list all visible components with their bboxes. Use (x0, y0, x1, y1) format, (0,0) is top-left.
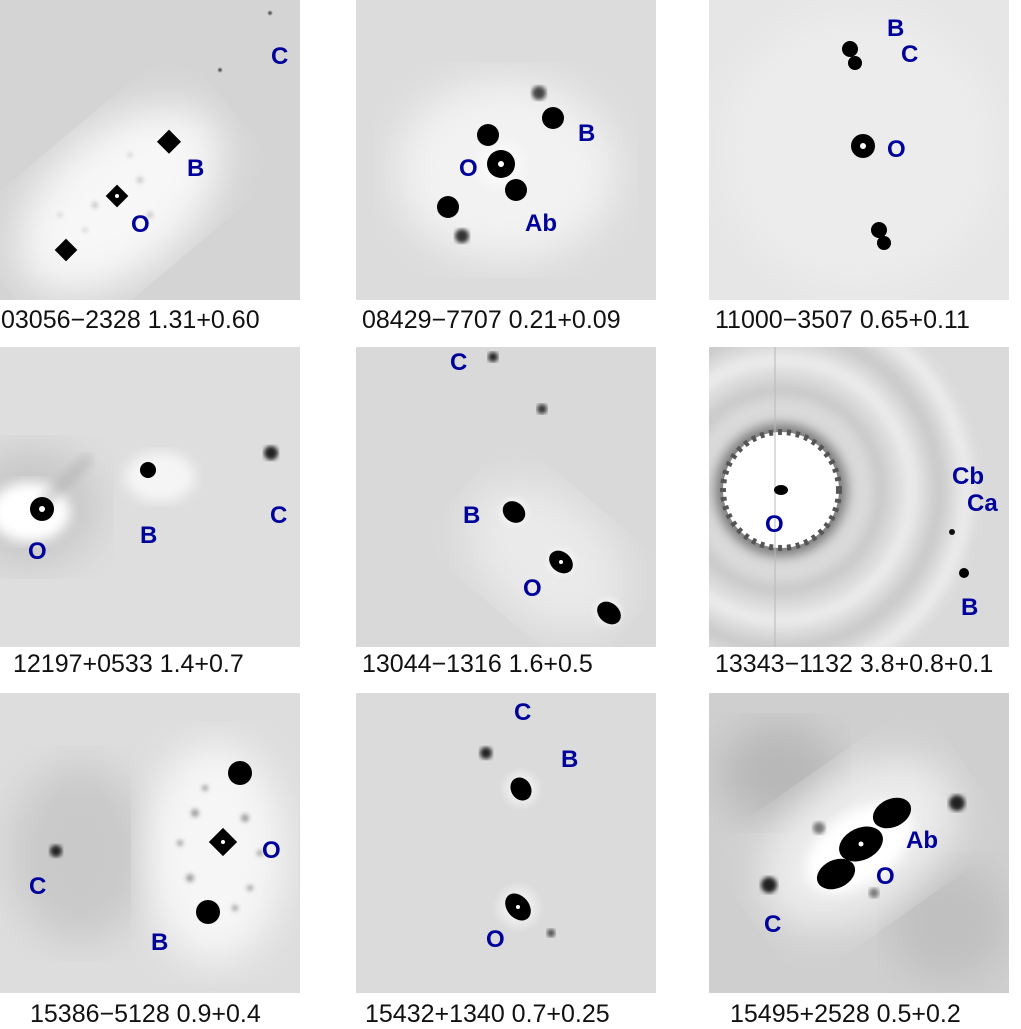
star-marker (217, 67, 223, 73)
star-field (356, 347, 656, 647)
component-label: C (901, 41, 919, 68)
star-marker (505, 179, 527, 201)
image-panel-03056-2328: C B O (0, 0, 300, 300)
component-label: O (765, 511, 784, 538)
image-panel-13343-1132: Cb Ca O B (709, 347, 1009, 647)
star-marker (140, 462, 156, 478)
panel-caption: 12197+0533 1.4+0.7 (13, 650, 244, 678)
star-marker (848, 56, 862, 70)
component-label: O (459, 155, 478, 182)
star-field (0, 347, 300, 647)
star-marker (877, 236, 891, 250)
image-panel-08429-7707: B O Ab (356, 0, 656, 300)
star-marker (949, 529, 955, 535)
star-marker (949, 795, 965, 811)
component-label: O (486, 926, 505, 953)
star-field (356, 0, 656, 300)
star-marker (959, 568, 969, 578)
image-panel-11000-3507: B C O (709, 0, 1009, 300)
panel-caption: 13044−1316 1.6+0.5 (362, 650, 593, 678)
star-field (0, 693, 300, 993)
star-marker (542, 107, 564, 129)
star-marker (547, 929, 555, 937)
component-label: O (131, 211, 150, 238)
star-field (0, 0, 300, 300)
component-label: B (561, 746, 579, 773)
star-marker (50, 845, 62, 857)
component-label: B (140, 522, 158, 549)
star-marker (532, 86, 546, 100)
component-label: B (151, 929, 169, 956)
star-field (709, 693, 1009, 993)
star-marker (156, 129, 182, 154)
star-marker (228, 761, 252, 785)
panel-caption: 11000−3507 0.65+0.11 (715, 306, 970, 334)
component-label: O (887, 136, 906, 163)
panel-caption: 15386−5128 0.9+0.4 (30, 1000, 261, 1028)
star-marker (437, 196, 459, 218)
star-marker (267, 10, 273, 16)
star-marker (842, 41, 858, 57)
panel-caption: 08429−7707 0.21+0.09 (362, 306, 621, 334)
star-marker (502, 501, 526, 523)
image-panel-13044-1316: C B O (356, 347, 656, 647)
component-label: B (187, 155, 205, 182)
component-label: O (262, 837, 281, 864)
star-marker (480, 747, 492, 759)
star-marker (871, 222, 887, 238)
panel-caption: 15432+1340 0.7+0.25 (365, 1000, 610, 1028)
component-label: O (523, 575, 542, 602)
image-panel-15495+2528: Ab O C (709, 693, 1009, 993)
component-label: C (450, 349, 468, 376)
image-panel-15432+1340: C B O (356, 693, 656, 993)
star-marker (488, 352, 498, 362)
component-label: C (514, 699, 532, 726)
component-label: B (463, 502, 481, 529)
star-field (709, 347, 1009, 647)
star-marker (597, 601, 621, 625)
component-label: C (29, 873, 47, 900)
component-label: C (271, 43, 289, 70)
star-marker (816, 858, 856, 890)
component-label: B (887, 15, 905, 42)
component-label: Cb (952, 463, 984, 490)
component-label: Ab (906, 827, 938, 854)
panel-caption: 13343−1132 3.8+0.8+0.1 (715, 650, 994, 678)
star-marker (872, 797, 912, 829)
component-label: O (876, 863, 895, 890)
component-label: B (961, 594, 979, 621)
component-label: C (764, 911, 782, 938)
panel-caption: 15495+2528 0.5+0.2 (730, 1000, 961, 1028)
star-field (356, 693, 656, 993)
star-marker (537, 404, 547, 414)
image-panel-12197+0533: C B O (0, 347, 300, 647)
star-marker (264, 446, 278, 460)
image-panel-15386-5128: O C B (0, 693, 300, 993)
star-marker (761, 877, 777, 893)
star-marker (196, 900, 220, 924)
component-label: Ca (967, 490, 998, 517)
component-label: O (28, 538, 47, 565)
panel-caption: 03056−2328 1.31+0.60 (1, 306, 260, 334)
star-marker (455, 229, 469, 243)
component-label: Ab (525, 210, 557, 237)
star-field (709, 0, 1009, 300)
star-marker (774, 485, 788, 495)
component-label: B (578, 120, 596, 147)
component-label: C (270, 502, 288, 529)
star-marker (510, 777, 532, 801)
star-marker (477, 124, 499, 146)
